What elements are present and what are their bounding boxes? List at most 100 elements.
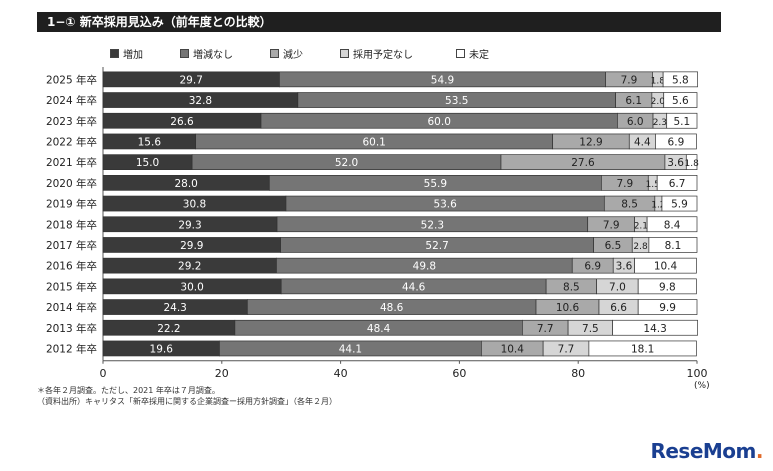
category-label: 2020 年卒: [46, 177, 97, 190]
data-label: 5.6: [672, 95, 689, 107]
data-label: 10.6: [556, 302, 580, 314]
data-label: 9.9: [659, 302, 676, 314]
data-label: 4.4: [634, 136, 651, 148]
category-label: 2018 年卒: [46, 218, 97, 231]
data-label: 27.6: [571, 157, 595, 169]
data-label: 19.6: [150, 343, 174, 355]
note-source: （資料出所）キャリタス「新卒採用に関する企業調査ー採用方針調査」（各年２月）: [37, 397, 337, 406]
data-label: 8.5: [621, 199, 638, 211]
data-label: 10.4: [501, 343, 525, 355]
data-label: 6.6: [610, 302, 627, 314]
data-label: 1.2: [651, 201, 665, 211]
data-label: 6.0: [627, 116, 644, 128]
category-label: 2021 年卒: [46, 156, 97, 169]
legend-item: 増減なし: [180, 46, 233, 61]
data-label: 6.1: [625, 95, 642, 107]
legend-swatch: [456, 49, 465, 58]
legend-item: 減少: [270, 46, 303, 61]
data-label: 52.3: [421, 219, 444, 231]
data-label: 8.4: [664, 219, 681, 231]
bar-segment: [661, 195, 698, 212]
data-label: 7.0: [609, 281, 626, 293]
data-label: 60.0: [428, 116, 451, 128]
data-label: 28.0: [174, 178, 197, 190]
x-axis-unit: (%): [694, 381, 710, 391]
data-label: 12.9: [579, 136, 602, 148]
data-label: 5.1: [674, 116, 691, 128]
x-tick-label: 60: [452, 367, 466, 380]
data-label: 32.8: [189, 95, 212, 107]
resemom-logo: ReseMom.: [650, 439, 763, 463]
legend-swatch: [340, 49, 349, 58]
data-label: 29.7: [180, 74, 203, 86]
data-label: 30.0: [180, 281, 203, 293]
category-label: 2012 年卒: [46, 342, 97, 355]
data-label: 2.3: [653, 118, 667, 128]
bar-segment: [656, 175, 698, 191]
legend-label: 減少: [283, 50, 303, 61]
legend: 増加 増減なし 減少 採用予定なし 未定: [0, 42, 773, 61]
data-label: 2.8: [633, 242, 648, 252]
data-label: 44.6: [402, 281, 426, 293]
data-label: 14.3: [643, 323, 666, 335]
note-survey: ＊各年２月調査。ただし、2021 年卒は７月調査。: [37, 386, 220, 395]
data-label: 2.1: [634, 221, 648, 231]
data-label: 6.7: [669, 178, 686, 190]
data-label: 2.0: [651, 97, 666, 107]
legend-swatch: [180, 49, 189, 58]
data-label: 60.1: [362, 136, 385, 148]
bar-segment: [634, 257, 697, 274]
bar-segment: [648, 237, 698, 253]
data-label: 22.2: [157, 323, 180, 335]
x-tick-label: 0: [100, 367, 107, 380]
data-label: 3.6: [667, 157, 684, 169]
data-label: 18.1: [631, 343, 654, 355]
data-label: 53.6: [433, 199, 457, 211]
data-label: 1.8: [651, 76, 666, 86]
bar-segment: [685, 154, 698, 170]
legend-item: 未定: [456, 46, 489, 61]
data-label: 5.9: [671, 199, 688, 211]
data-label: 52.7: [425, 240, 448, 252]
data-label: 6.5: [605, 240, 622, 252]
data-label: 9.8: [659, 281, 676, 293]
data-label: 54.9: [431, 74, 454, 86]
bar-segment: [637, 299, 698, 315]
category-label: 2015 年卒: [46, 280, 97, 293]
data-label: 7.7: [537, 323, 554, 335]
data-label: 1.8: [684, 159, 699, 169]
legend-swatch: [270, 49, 279, 58]
legend-label: 増減なし: [193, 50, 233, 61]
x-tick-label: 20: [215, 367, 229, 380]
bar-segment: [666, 112, 698, 129]
data-label: 26.6: [170, 116, 194, 128]
legend-item: 採用予定なし: [340, 46, 413, 61]
data-label: 53.5: [445, 95, 468, 107]
category-label: 2023 年卒: [46, 115, 97, 128]
data-label: 7.9: [616, 178, 633, 190]
category-label: 2025 年卒: [46, 73, 97, 86]
bar-segment: [663, 92, 698, 108]
data-label: 30.8: [183, 199, 206, 211]
legend-swatch: [110, 49, 119, 58]
category-label: 2019 年卒: [46, 198, 97, 211]
category-label: 2017 年卒: [46, 239, 97, 252]
bar-segment: [612, 319, 698, 336]
data-label: 7.9: [621, 74, 638, 86]
data-label: 55.9: [424, 178, 447, 190]
data-label: 10.4: [654, 261, 678, 273]
category-label: 2022 年卒: [46, 135, 97, 148]
x-tick-label: 80: [571, 367, 585, 380]
data-label: 48.6: [380, 302, 404, 314]
data-label: 48.4: [367, 323, 391, 335]
x-tick-label: 100: [687, 367, 708, 380]
bar-segment: [662, 71, 698, 88]
x-tick-label: 40: [334, 367, 348, 380]
chart-title: 1−① 新卒採用見込み（前年度との比較）: [37, 12, 721, 32]
data-label: 7.9: [603, 219, 620, 231]
data-label: 29.9: [180, 240, 203, 252]
legend-label: 未定: [469, 50, 489, 61]
category-label: 2013 年卒: [46, 322, 97, 335]
data-label: 49.8: [413, 261, 436, 273]
data-label: 24.3: [163, 302, 186, 314]
